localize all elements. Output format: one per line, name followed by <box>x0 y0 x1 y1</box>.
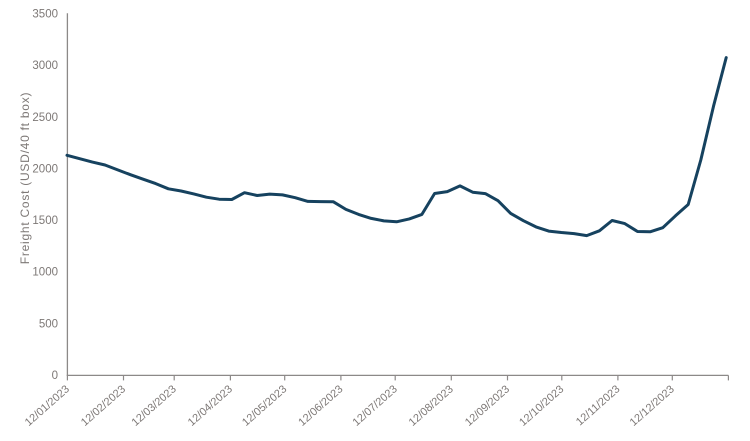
svg-text:Freight Cost (USD/40 ft box): Freight Cost (USD/40 ft box) <box>18 92 32 264</box>
svg-text:3500: 3500 <box>32 9 58 21</box>
svg-text:500: 500 <box>39 318 58 330</box>
svg-text:0: 0 <box>52 370 58 382</box>
svg-text:1500: 1500 <box>32 215 58 227</box>
svg-text:2500: 2500 <box>32 112 58 124</box>
svg-text:3000: 3000 <box>32 60 58 72</box>
svg-text:1000: 1000 <box>32 267 58 279</box>
svg-text:2000: 2000 <box>32 163 58 175</box>
